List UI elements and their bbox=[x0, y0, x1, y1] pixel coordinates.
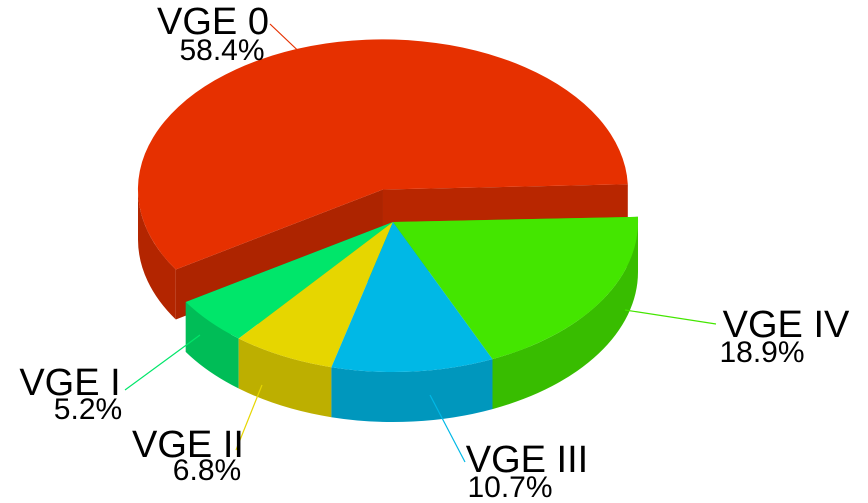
slice-value: 5.2% bbox=[54, 393, 122, 426]
slice bbox=[331, 222, 493, 373]
slice-label: VGE 0 bbox=[157, 1, 269, 43]
leader-line bbox=[124, 334, 201, 391]
slice-value: 18.9% bbox=[719, 336, 804, 369]
slice-label: VGE II bbox=[132, 424, 244, 466]
slice-label: VGE IV bbox=[723, 304, 850, 346]
slice-label: VGE III bbox=[466, 439, 588, 481]
slice-side bbox=[185, 302, 239, 389]
leader-line bbox=[624, 309, 717, 325]
slice-side bbox=[492, 222, 638, 410]
slice-label: VGE I bbox=[19, 362, 120, 404]
slice bbox=[238, 222, 393, 368]
slice-value: 10.7% bbox=[467, 471, 552, 503]
slice bbox=[137, 39, 628, 270]
slice-side bbox=[238, 338, 332, 418]
slice bbox=[185, 222, 393, 339]
slice-value: 58.4% bbox=[179, 34, 264, 67]
slice bbox=[393, 216, 639, 360]
leader-line bbox=[235, 384, 263, 451]
slice-side bbox=[138, 189, 176, 320]
slice-value: 6.8% bbox=[173, 454, 241, 487]
leader-line bbox=[429, 394, 466, 463]
leader-line bbox=[269, 23, 311, 63]
slice-side bbox=[331, 359, 493, 423]
